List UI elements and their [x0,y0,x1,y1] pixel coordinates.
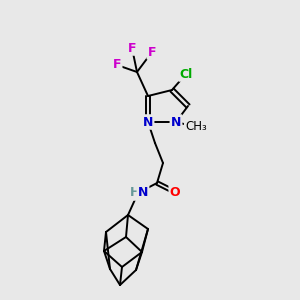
Text: Cl: Cl [179,68,193,80]
Text: H: H [130,187,140,200]
Text: O: O [170,185,180,199]
Text: F: F [113,58,121,71]
Text: CH₃: CH₃ [185,121,207,134]
Text: N: N [143,116,153,128]
Text: N: N [138,187,148,200]
Text: F: F [148,46,156,59]
Text: F: F [128,41,136,55]
Text: N: N [171,116,181,128]
